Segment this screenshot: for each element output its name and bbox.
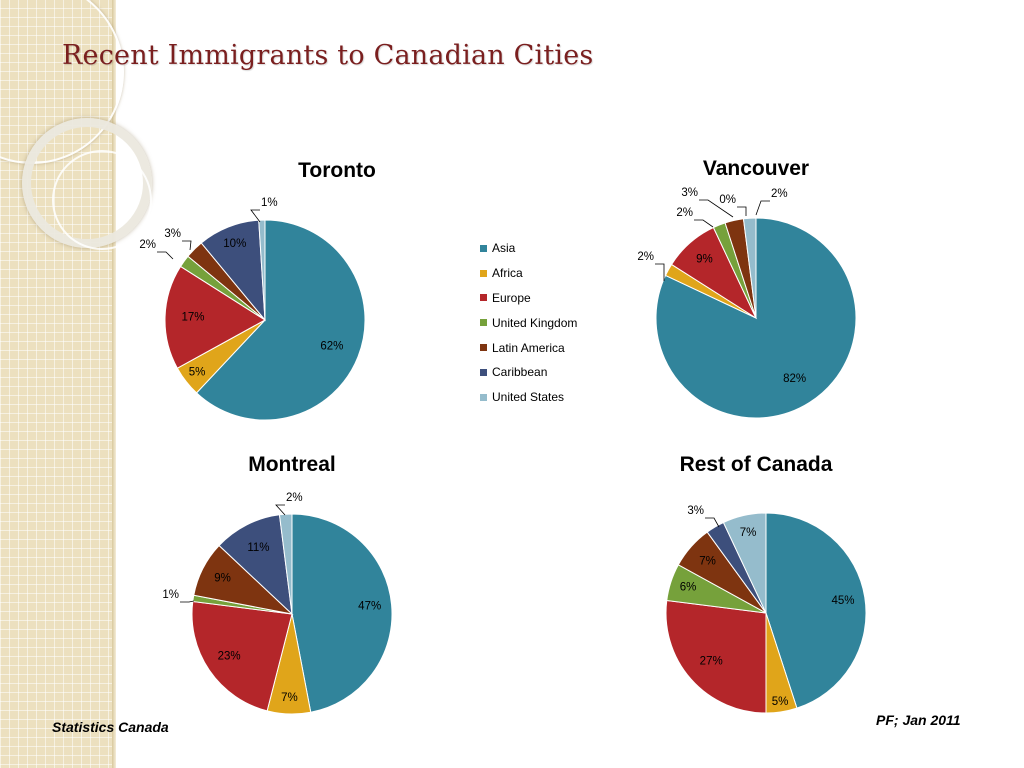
leader-line-vancouver-caribbean <box>737 206 747 216</box>
pie-slice-rest-of-canada-europe <box>665 599 767 714</box>
author-date-note: PF; Jan 2011 <box>876 712 961 728</box>
pie-slice-toronto-europe <box>164 265 266 369</box>
legend-swatch-europe <box>480 294 487 302</box>
pie-slice-vancouver-united-states <box>742 217 757 319</box>
legend-label-united-states: United States <box>492 390 565 405</box>
legend-item-united-kingdom: United Kingdom <box>480 310 577 335</box>
chart-title-montreal: Montreal <box>248 453 336 476</box>
legend-item-latin-america: Latin America <box>480 335 577 360</box>
data-label-vancouver-europe: 9% <box>696 254 713 266</box>
legend-swatch-united-kingdom <box>480 319 487 327</box>
data-label-montreal-united-kingdom: 1% <box>162 589 179 601</box>
data-label-montreal-africa: 7% <box>281 692 298 704</box>
leader-line-montreal-united-kingdom <box>180 600 195 603</box>
leader-line-toronto-united-kingdom <box>157 251 174 260</box>
leader-line-rest-of-canada-caribbean <box>705 517 720 528</box>
leader-line-montreal-united-states <box>275 504 286 516</box>
data-label-rest-of-canada-asia: 45% <box>831 595 854 607</box>
legend-item-united-states: United States <box>480 385 577 410</box>
legend-swatch-asia <box>480 244 487 252</box>
legend-swatch-africa <box>480 269 487 277</box>
legend-label-africa: Africa <box>492 266 523 281</box>
data-label-vancouver-africa: 2% <box>637 251 654 263</box>
data-label-vancouver-united-kingdom: 2% <box>676 207 693 219</box>
pie-slice-montreal-united-states <box>278 513 293 615</box>
legend-label-caribbean: Caribbean <box>492 365 548 380</box>
data-label-rest-of-canada-latin-america: 7% <box>699 555 716 567</box>
chart-title-rest-of-canada: Rest of Canada <box>679 453 833 476</box>
chart-title-toronto: Toronto <box>298 159 376 182</box>
pie-slice-toronto-asia <box>195 219 366 421</box>
side-strip-edge <box>112 0 116 768</box>
leader-line-vancouver-united-states <box>755 200 770 216</box>
pie-slice-montreal-asia <box>291 513 393 713</box>
pie-slice-montreal-europe <box>191 600 293 712</box>
data-label-toronto-europe: 17% <box>181 312 204 324</box>
slide-title: Recent Immigrants to Canadian Cities <box>62 40 594 71</box>
data-label-rest-of-canada-united-kingdom: 6% <box>680 582 697 594</box>
legend-item-europe: Europe <box>480 286 577 311</box>
data-label-toronto-asia: 62% <box>320 341 343 353</box>
legend-swatch-caribbean <box>480 368 487 376</box>
data-label-montreal-latin-america: 9% <box>214 573 231 585</box>
data-label-toronto-latin-america: 3% <box>164 228 181 240</box>
leader-line-vancouver-united-kingdom <box>694 219 714 228</box>
data-label-toronto-united-states: 1% <box>261 197 278 209</box>
data-label-rest-of-canada-united-states: 7% <box>740 527 757 539</box>
pie-slice-rest-of-canada-united-states <box>722 512 767 614</box>
data-label-rest-of-canada-caribbean: 3% <box>687 505 704 517</box>
leader-line-toronto-united-states <box>250 209 261 223</box>
data-label-vancouver-caribbean: 0% <box>719 194 736 206</box>
legend-item-africa: Africa <box>480 261 577 286</box>
legend-label-asia: Asia <box>492 241 516 256</box>
data-label-rest-of-canada-africa: 5% <box>772 696 789 708</box>
source-note: Statistics Canada <box>52 719 169 735</box>
decorative-rings <box>0 0 200 260</box>
leader-line-toronto-latin-america <box>182 240 192 251</box>
chart-legend: Asia Africa Europe United Kingdom Latin Amer… <box>480 236 577 410</box>
pie-slice-montreal-caribbean <box>218 514 293 616</box>
data-label-vancouver-united-states: 2% <box>771 188 788 200</box>
data-label-montreal-europe: 23% <box>218 651 241 663</box>
data-label-toronto-africa: 5% <box>189 367 206 379</box>
data-label-toronto-united-kingdom: 2% <box>139 239 156 251</box>
legend-item-asia: Asia <box>480 236 577 261</box>
data-label-vancouver-latin-america: 3% <box>681 187 698 199</box>
legend-item-caribbean: Caribbean <box>480 360 577 385</box>
data-label-rest-of-canada-europe: 27% <box>700 655 723 667</box>
decorative-ring-small <box>52 150 152 250</box>
legend-label-latin-america: Latin America <box>492 340 565 355</box>
pie-slice-rest-of-canada-asia <box>765 512 867 709</box>
legend-label-united-kingdom: United Kingdom <box>492 315 578 330</box>
leader-line-vancouver-africa <box>655 263 665 281</box>
data-label-toronto-caribbean: 10% <box>223 238 246 250</box>
legend-swatch-latin-america <box>480 344 487 352</box>
leader-line-vancouver-latin-america <box>699 199 734 218</box>
data-label-montreal-asia: 47% <box>358 601 381 613</box>
chart-title-vancouver: Vancouver <box>702 157 810 180</box>
data-label-montreal-united-states: 2% <box>286 492 303 504</box>
data-label-montreal-caribbean: 11% <box>247 542 269 554</box>
legend-label-europe: Europe <box>492 290 531 305</box>
data-label-vancouver-asia: 82% <box>783 373 806 385</box>
legend-swatch-united-states <box>480 393 487 401</box>
